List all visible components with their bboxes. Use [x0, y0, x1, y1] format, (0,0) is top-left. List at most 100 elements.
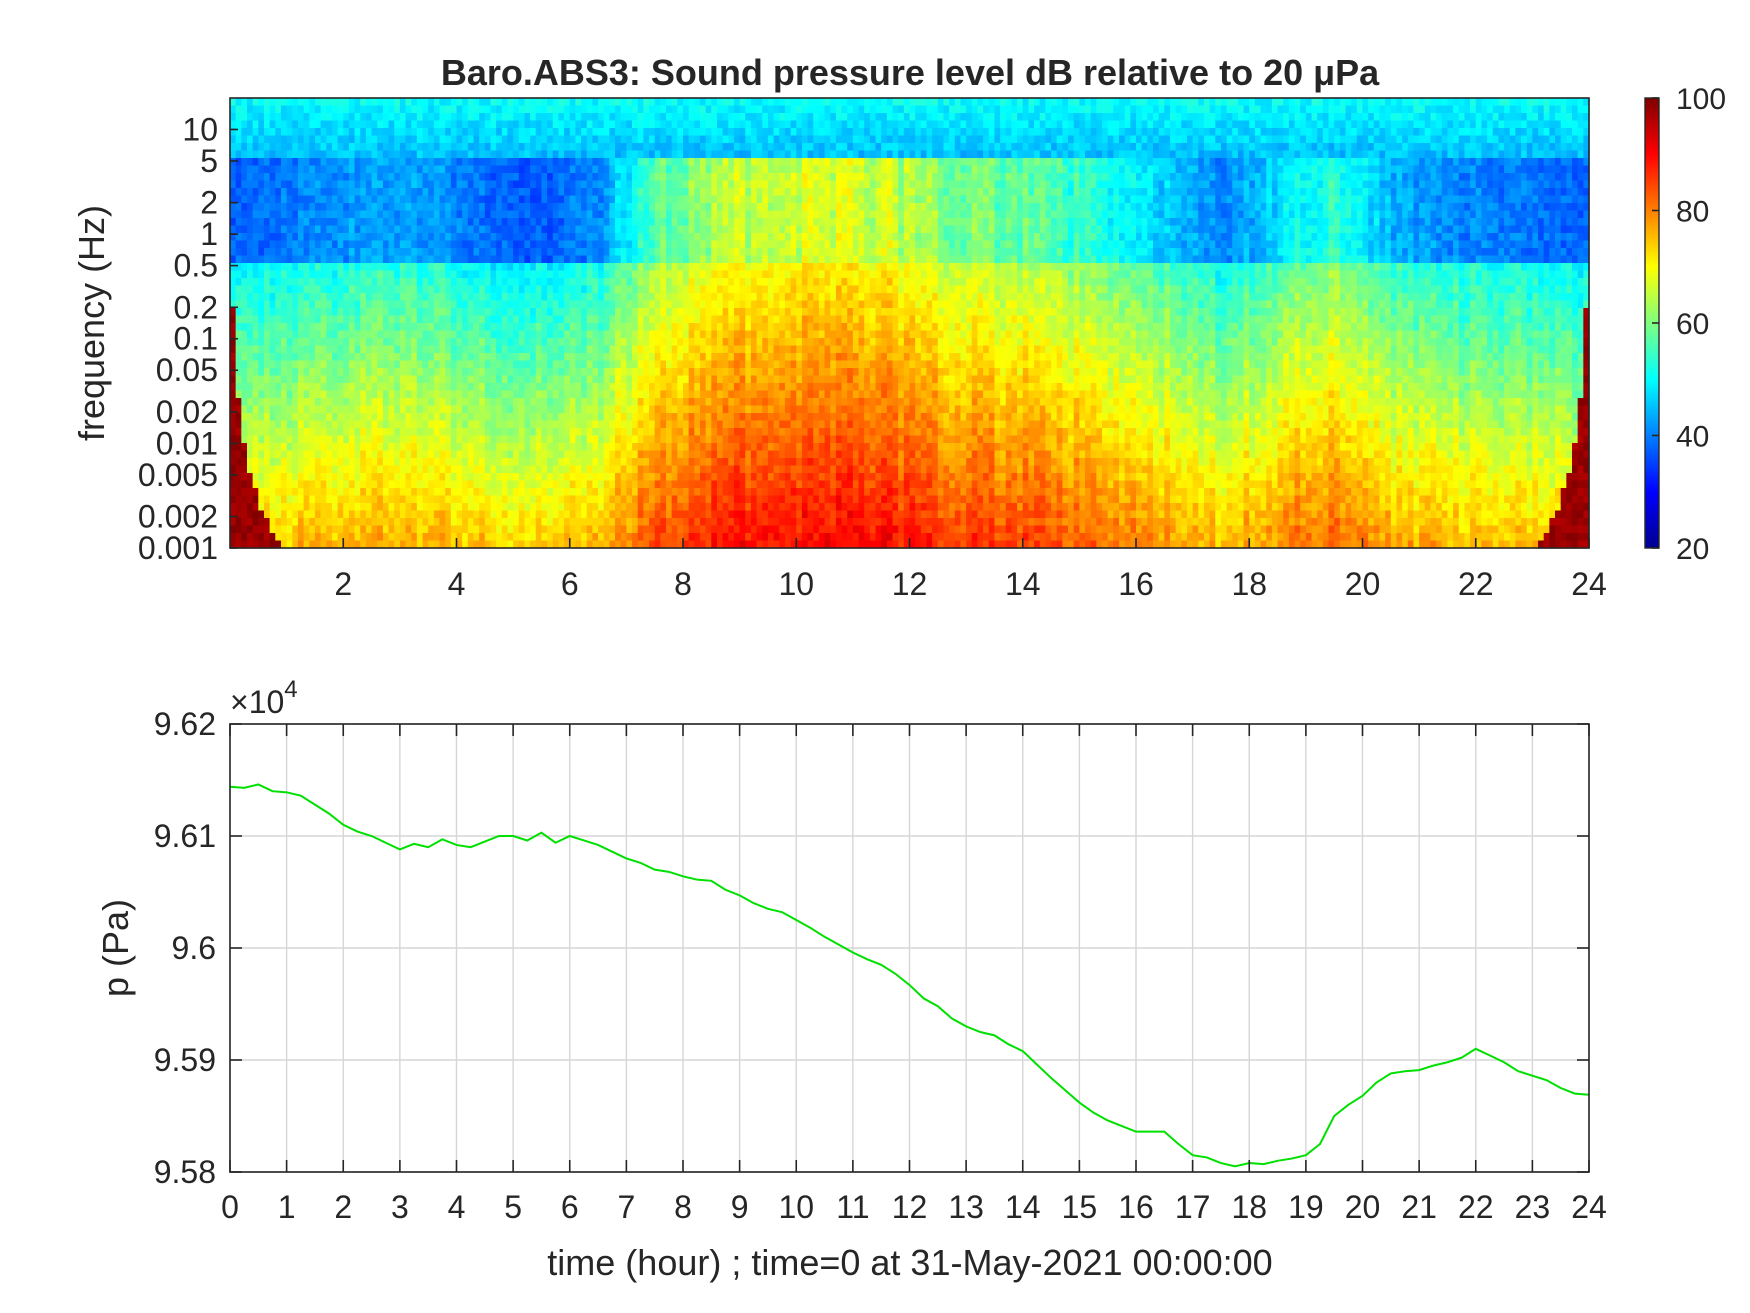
spectrogram-cell: [660, 315, 667, 324]
spectrogram-cell: [507, 368, 514, 377]
spectrogram-cell: [603, 360, 610, 369]
spectrogram-cell: [649, 480, 656, 489]
spectrogram-cell: [445, 263, 452, 272]
spectrogram-cell: [450, 480, 458, 489]
spectrogram-cell: [230, 180, 237, 189]
spectrogram-cell: [626, 180, 633, 189]
spectrogram-cell: [388, 533, 395, 542]
spectrogram-cell: [428, 323, 435, 332]
spectrogram-cell: [462, 330, 469, 339]
spectrogram-cell: [564, 233, 571, 242]
spectrogram-cell: [405, 465, 412, 474]
spectrogram-cell: [433, 488, 441, 497]
spectrogram-cell: [518, 450, 526, 459]
spectrogram-cell: [365, 105, 373, 114]
spectrogram-cell: [343, 533, 350, 542]
spectrogram-cell: [598, 383, 605, 392]
spectrogram-cell: [518, 225, 526, 234]
spectrogram-cell: [337, 413, 344, 422]
spectrogram-cell: [496, 480, 503, 489]
spectrogram-cell: [694, 203, 701, 212]
spectrogram-cell: [326, 135, 333, 144]
spectrogram-cell: [405, 368, 412, 377]
spectrogram-cell: [677, 225, 684, 234]
spectrogram-cell: [558, 285, 565, 294]
spectrogram-cell: [348, 518, 356, 527]
spectrogram-cell: [688, 293, 695, 302]
spectrogram-cell: [513, 255, 520, 264]
spectrogram-cell: [450, 143, 458, 152]
spectrogram-cell: [303, 540, 310, 549]
spectrogram-cell: [433, 240, 441, 249]
spectrogram-cell: [320, 300, 327, 309]
spectrogram-cell: [309, 293, 316, 302]
spectrogram-cell: [382, 98, 390, 107]
spectrogram-cell: [620, 360, 627, 369]
spectrogram-cell: [507, 435, 514, 444]
spectrogram-cell: [513, 503, 520, 512]
spectrogram-cell: [683, 98, 690, 107]
spectrogram-cell: [445, 458, 452, 467]
spectrogram-cell: [405, 203, 412, 212]
spectrogram-cell: [433, 165, 441, 174]
spectrogram-cell: [422, 450, 429, 459]
spectrogram-cell: [303, 480, 310, 489]
spectrogram-cell: [450, 233, 458, 242]
spectrogram-cell: [699, 143, 707, 152]
spectrogram-cell: [422, 300, 429, 309]
spectrogram-cell: [263, 143, 271, 152]
spectrogram-cell: [541, 143, 548, 152]
spectrogram-cell: [241, 345, 248, 354]
spectrogram-cell: [535, 435, 543, 444]
spectrogram-cell: [671, 405, 678, 414]
spectrogram-cell: [343, 278, 350, 287]
spectrogram-cell: [263, 248, 271, 257]
spectrogram-cell: [382, 113, 390, 122]
spectrogram-cell: [303, 233, 310, 242]
spectrogram-cell: [683, 180, 690, 189]
spectrogram-cell: [632, 428, 639, 437]
spectrogram-cell: [643, 510, 650, 519]
spectrogram-cell: [343, 518, 350, 527]
spectrogram-cell: [269, 510, 276, 519]
spectrogram-cell: [530, 98, 537, 107]
spectrogram-cell: [354, 405, 361, 414]
spectrogram-cell: [632, 383, 639, 392]
spectrogram-cell: [462, 360, 469, 369]
spectrogram-cell: [286, 203, 293, 212]
spectrogram-cell: [603, 443, 610, 452]
spectrogram-cell: [382, 150, 390, 159]
spectrogram-cell: [547, 240, 554, 249]
spectrogram-cell: [456, 480, 463, 489]
spectrogram-cell: [694, 150, 701, 159]
spectrogram-cell: [252, 128, 259, 137]
spectrogram-cell: [598, 165, 605, 174]
spectrogram-cell: [462, 473, 469, 482]
spectrogram-cell: [575, 98, 582, 107]
spectrogram-cell: [467, 308, 475, 317]
spectrogram-cell: [484, 353, 492, 362]
spectrogram-cell: [558, 143, 565, 152]
spectrogram-cell: [552, 173, 560, 182]
spectrogram-cell: [280, 443, 288, 452]
spectrogram-cell: [490, 375, 497, 384]
spectrogram-cell: [671, 165, 678, 174]
spectrogram-cell: [683, 465, 690, 474]
spectrogram-cell: [246, 128, 254, 137]
spectrogram-cell: [649, 293, 656, 302]
spectrogram-cell: [564, 458, 571, 467]
spectrogram-cell: [331, 263, 339, 272]
spectrogram-cell: [569, 345, 577, 354]
spectrogram-cell: [258, 533, 265, 542]
spectrogram-cell: [371, 113, 378, 122]
spectrogram-cell: [275, 413, 282, 422]
spectrogram-cell: [371, 233, 378, 242]
spectrogram-cell: [467, 525, 475, 534]
spectrogram-cell: [314, 443, 322, 452]
spectrogram-cell: [558, 330, 565, 339]
spectrogram-cell: [263, 450, 271, 459]
spectrogram-cell: [286, 113, 293, 122]
spectrogram-cell: [643, 143, 650, 152]
spectrogram-cell: [320, 105, 327, 114]
spectrogram-cell: [694, 263, 701, 272]
